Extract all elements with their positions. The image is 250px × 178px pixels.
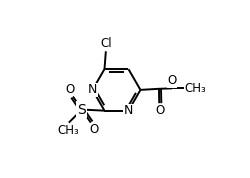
Text: CH₃: CH₃: [57, 124, 79, 137]
Text: S: S: [78, 103, 86, 117]
Text: O: O: [156, 104, 165, 117]
Text: O: O: [65, 83, 74, 96]
Text: CH₃: CH₃: [184, 82, 206, 95]
Text: O: O: [167, 74, 176, 87]
Text: N: N: [88, 83, 97, 96]
Text: O: O: [90, 123, 99, 136]
Text: Cl: Cl: [101, 37, 112, 50]
Text: N: N: [124, 104, 133, 117]
